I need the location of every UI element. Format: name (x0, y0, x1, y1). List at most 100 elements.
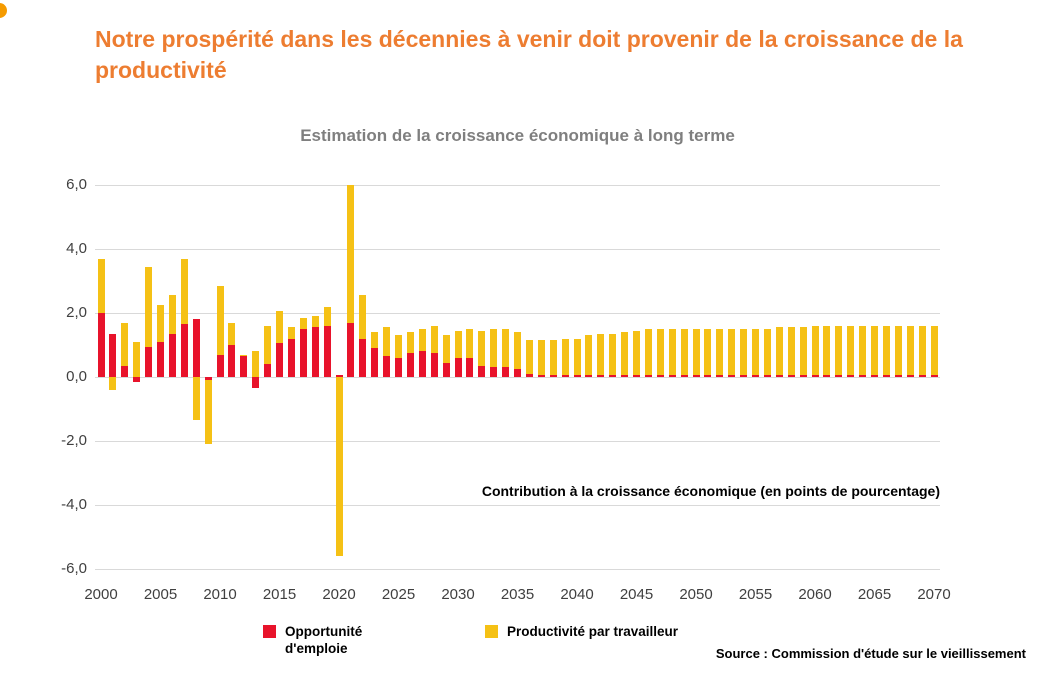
bar-segment (752, 375, 759, 377)
bar-segment (228, 345, 236, 377)
bar-segment (787, 327, 795, 376)
y-axis-tick-label: 4,0 (66, 240, 87, 257)
bar-segment (490, 329, 498, 368)
bar-segment (930, 375, 938, 377)
bar-segment (287, 327, 295, 339)
bar-segment (276, 311, 283, 344)
bar-segment (490, 367, 498, 377)
bar-segment (668, 375, 676, 377)
bar-segment (823, 375, 831, 377)
bar-segment (906, 325, 914, 376)
bar-segment (168, 295, 176, 334)
bar-segment (537, 375, 545, 377)
bar-segment (835, 325, 843, 376)
bar-segment (430, 353, 438, 377)
bar-segment (454, 357, 462, 377)
bar-segment (847, 325, 855, 376)
bar-segment (704, 375, 712, 377)
gridline (95, 569, 940, 570)
bar-segment (216, 285, 224, 355)
bar-segment (502, 329, 510, 368)
gridline (95, 377, 940, 378)
bar-segment (252, 351, 260, 377)
bar-segment (418, 329, 426, 352)
bar-segment (204, 377, 212, 381)
bar-segment (192, 377, 200, 421)
bar-segment (514, 369, 521, 377)
x-axis-tick-label: 2050 (679, 586, 713, 603)
x-axis-tick-label: 2030 (441, 586, 475, 603)
bar-segment (692, 329, 700, 376)
x-axis-tick-label: 2045 (619, 586, 654, 603)
bar-segment (561, 375, 569, 377)
bar-segment (454, 330, 462, 358)
bar-segment (799, 375, 807, 377)
bar-segment (347, 185, 355, 323)
x-axis-tick-label: 2015 (262, 586, 297, 603)
bar-segment (906, 375, 914, 377)
bar-segment (537, 340, 545, 376)
legend-item-emploi: Opportunité d'emploie (263, 623, 380, 657)
bar-segment (406, 332, 414, 353)
x-axis-tick-label: 2055 (738, 586, 773, 603)
bar-segment (787, 375, 795, 377)
bar-segment (252, 377, 260, 389)
bar-segment (121, 365, 129, 377)
bar-segment (371, 348, 379, 377)
bar-segment (311, 327, 319, 377)
gridline (95, 313, 940, 314)
y-axis-tick-label: 6,0 (66, 176, 87, 193)
bar-segment (799, 327, 807, 376)
bar-segment (442, 362, 450, 377)
bar-segment (894, 325, 902, 376)
bar-segment (323, 325, 331, 377)
bar-segment (442, 335, 450, 363)
logo-fragment (0, 3, 7, 18)
source-text: Source : Commission d'étude sur le vieil… (715, 646, 1026, 661)
bar-segment (704, 329, 712, 376)
bar-segment (525, 340, 533, 374)
bar-segment (668, 329, 676, 376)
bar-segment (240, 356, 248, 377)
legend-label-productivite: Productivité par travailleur (507, 624, 679, 639)
bar-segment (466, 357, 474, 377)
y-axis-tick-label: 0,0 (66, 368, 87, 385)
bar-segment (383, 356, 391, 377)
bar-segment (692, 375, 700, 377)
bar-segment (549, 340, 557, 376)
bar-segment (383, 327, 391, 357)
y-axis-tick-label: -2,0 (61, 432, 87, 449)
bar-segment (418, 351, 426, 377)
bar-segment (502, 367, 510, 377)
bar-segment (633, 330, 640, 376)
y-axis-tick-label: -4,0 (61, 496, 87, 513)
bar-segment (347, 322, 355, 377)
x-axis-tick-label: 2035 (500, 586, 535, 603)
bar-segment (371, 332, 379, 349)
bar-segment (918, 375, 926, 377)
bar-segment (716, 375, 724, 377)
x-axis-tick-label: 2065 (857, 586, 892, 603)
bar-segment (811, 325, 819, 376)
bar-segment (478, 330, 486, 366)
bar-segment (180, 324, 188, 377)
x-axis-tick-label: 2020 (322, 586, 356, 603)
bar-segment (597, 333, 605, 376)
bar-segment (299, 317, 307, 329)
bar-segment (204, 380, 212, 445)
bar-segment (656, 375, 664, 377)
x-axis-tick-label: 2000 (84, 586, 118, 603)
bar-segment (97, 313, 105, 377)
bar-segment (859, 325, 867, 376)
bar-segment (882, 375, 890, 377)
bar-segment (597, 375, 605, 377)
bar-segment (323, 306, 331, 326)
bar-segment (811, 375, 819, 377)
bar-segment (621, 375, 629, 377)
bar-segment (133, 341, 141, 377)
bar-segment (740, 329, 748, 376)
bar-segment (121, 322, 129, 366)
bar-segment (192, 319, 200, 377)
bar-segment (478, 365, 486, 377)
